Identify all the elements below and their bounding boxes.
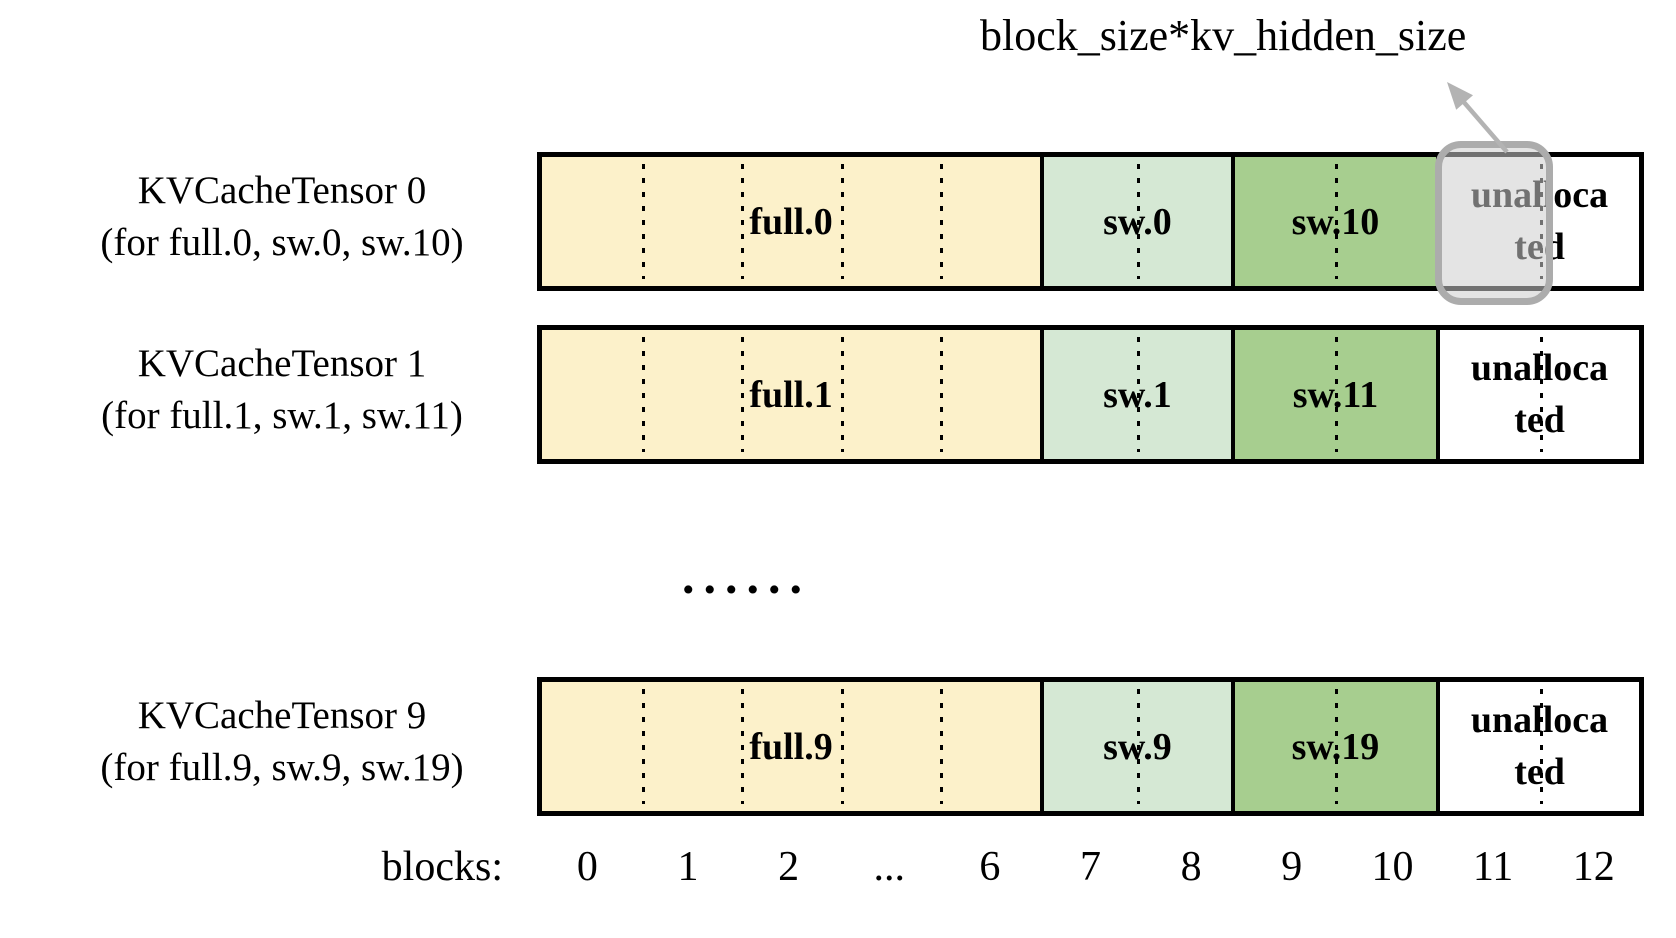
tensor-row-1: KVCacheTensor 1 (for full.1, sw.1, sw.11… [0,325,1676,485]
block-divider-line [641,689,645,804]
row-label: KVCacheTensor 0 (for full.0, sw.0, sw.10… [48,165,516,269]
block-tick: 8 [1180,844,1202,890]
segment-sw-b: sw.11 [1230,330,1437,459]
block-tick: 7 [1080,844,1102,890]
block-tick: 12 [1572,844,1615,890]
segment-sw-b: sw.10 [1230,157,1437,286]
block-divider-line [1137,164,1141,279]
segment-label: unalloca [1470,347,1609,390]
row-subtitle: (for full.1, sw.1, sw.11) [101,393,463,437]
block-divider-line [1335,164,1339,279]
row-title: KVCacheTensor 0 [137,169,427,212]
block-divider-line [1137,689,1141,804]
blocks-axis-label: blocks: [381,844,503,890]
kvcache-tensor-bar: full.1 sw.1 sw.11 unalloca ted [537,325,1644,464]
row-title: KVCacheTensor 9 [137,694,427,737]
tensor-row-0: KVCacheTensor 0 (for full.0, sw.0, sw.10… [0,152,1676,312]
block-divider-line [1335,689,1339,804]
block-divider-line [1539,689,1543,804]
block-divider-line [940,337,944,452]
block-divider-line [741,164,745,279]
block-tick: 2 [778,844,800,890]
block-tick: 0 [576,844,598,890]
block-divider-line [641,337,645,452]
row-title: KVCacheTensor 1 [137,342,427,385]
block-tick: 1 [677,844,699,890]
block-tick: 6 [979,844,1001,890]
segment-label: full.1 [749,373,833,416]
block-divider-line [1335,337,1339,452]
row-subtitle: (for full.0, sw.0, sw.10) [100,220,464,264]
row-label: KVCacheTensor 1 (for full.1, sw.1, sw.11… [48,338,516,442]
block-divider-line [741,337,745,452]
block-divider-line [840,337,844,452]
segment-label: ted [1514,750,1565,793]
row-label: KVCacheTensor 9 (for full.9, sw.9, sw.19… [48,690,516,794]
row-subtitle: (for full.9, sw.9, sw.19) [100,745,464,789]
block-tick: 9 [1281,844,1303,890]
block-divider-line [641,164,645,279]
block-divider-line [840,689,844,804]
segment-label: sw.10 [1291,200,1380,243]
segment-unallocated: unalloca ted [1436,682,1639,811]
block-divider-line [1137,337,1141,452]
segment-label: sw.9 [1103,725,1172,768]
segment-sw-a: sw.1 [1040,330,1231,459]
block-divider-line [940,689,944,804]
segment-label: unalloca [1470,699,1609,742]
segment-unallocated: unalloca ted [1436,330,1639,459]
block-divider-line [741,689,745,804]
block-tick: 10 [1371,844,1414,890]
segment-label: ted [1514,398,1565,441]
segment-sw-a: sw.0 [1040,157,1231,286]
segment-sw-b: sw.19 [1230,682,1437,811]
block-size-annotation: block_size*kv_hidden_size [980,11,1467,60]
segment-label: sw.19 [1291,725,1380,768]
segment-label: sw.11 [1292,373,1379,416]
annotation-arrow-icon [1447,82,1509,154]
block-tick: 11 [1472,844,1514,890]
segment-full: full.1 [542,330,1041,459]
segment-full: full.0 [542,157,1041,286]
block-tick: ... [873,844,905,890]
segment-label: full.0 [749,200,833,243]
block-divider-line [840,164,844,279]
block-divider-line [1539,337,1543,452]
tensor-row-9: KVCacheTensor 9 (for full.9, sw.9, sw.19… [0,677,1676,837]
kvcache-tensor-bar: full.0 sw.0 sw.10 unalloca ted [537,152,1644,291]
segment-full: full.9 [542,682,1041,811]
segment-label: full.9 [749,725,833,768]
blocks-axis: 0 1 2 ... 6 7 8 9 10 11 12 [537,843,1644,891]
block-divider-line [940,164,944,279]
rows-ellipsis: ...... [682,548,811,604]
kvcache-tensor-bar: full.9 sw.9 sw.19 unalloca ted [537,677,1644,816]
segment-sw-a: sw.9 [1040,682,1231,811]
segment-label: sw.1 [1103,373,1172,416]
segment-label: sw.0 [1103,200,1172,243]
block-size-highlight [1435,141,1553,305]
